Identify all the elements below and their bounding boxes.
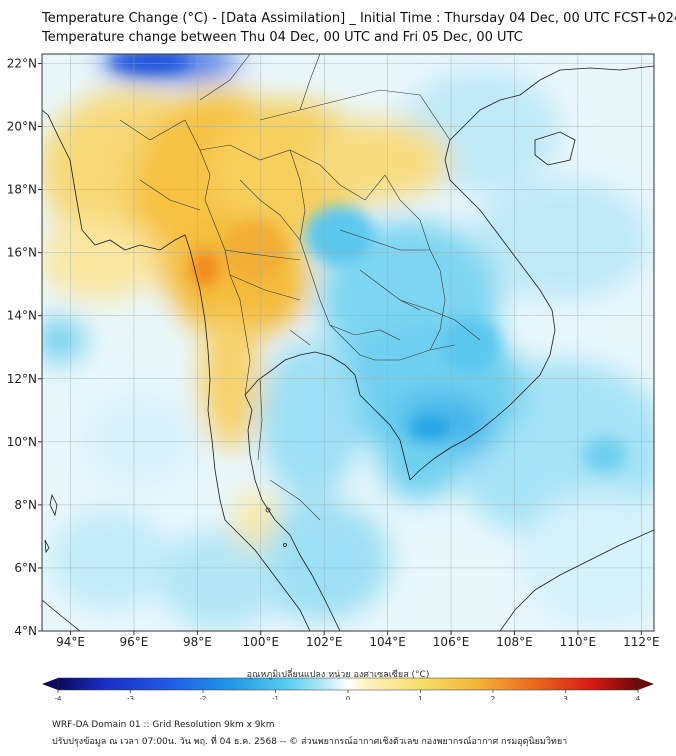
colorbar-max-arrow: [638, 678, 654, 690]
lon-label: 98°E: [183, 635, 212, 649]
lat-label: 22°N: [7, 56, 37, 70]
footer-domain-info: WRF-DA Domain 01 :: Grid Resolution 9km …: [52, 720, 275, 730]
lon-label: 108°E: [496, 635, 533, 649]
lat-label: 4°N: [14, 624, 37, 638]
colorbar-tick-label: 2: [491, 695, 495, 700]
lon-label: 94°E: [56, 635, 85, 649]
map-title: Temperature Change (°C) - [Data Assimila…: [42, 11, 676, 26]
lat-label: 6°N: [14, 561, 37, 575]
map-container: 22°N 20°N 18°N 16°N 14°N 12°N 10°N 8°N 6°N 4°N 94…: [7, 53, 660, 703]
footer-credit: ปรับปรุงข้อมูล ณ เวลา 07:00น. วัน พฤ. ที…: [52, 737, 568, 747]
colorbar-tick-label: 4: [636, 695, 641, 700]
lat-label: 8°N: [14, 498, 37, 512]
lon-axis: 94°E 96°E 98°E 100°E 102°E 104°E 106°E 108°E 110…: [56, 631, 660, 649]
lon-label: 102°E: [306, 635, 343, 649]
colorbar-tick-label: 0: [346, 695, 350, 700]
lat-label: 20°N: [7, 120, 37, 134]
colorbar: -4 -3 -2 -1 0 1 2 3 4: [42, 677, 654, 703]
colorbar-tick-label: 3: [563, 695, 567, 700]
colorbar-tick-label: -4: [55, 695, 63, 700]
lon-label: 106°E: [433, 635, 470, 649]
map-frame: [41, 53, 655, 632]
colorbar-gradient: [58, 678, 638, 690]
map-svg: 22°N 20°N 18°N 16°N 14°N 12°N 10°N 8°N 6°N 4°N 94…: [7, 53, 660, 703]
colorbar-tick-label: 1: [418, 695, 422, 700]
colorbar-ticks: -4 -3 -2 -1 0 1 2 3 4: [55, 690, 641, 703]
map-subtitle: Temperature change between Thu 04 Dec, 0…: [42, 30, 523, 45]
colorbar-tick-label: -1: [272, 695, 279, 700]
lon-label: 112°E: [623, 635, 660, 649]
lat-label: 14°N: [7, 309, 37, 323]
lat-label: 12°N: [7, 372, 37, 386]
colorbar-tick-label: -3: [127, 695, 134, 700]
temperature-field: [42, 54, 654, 631]
lon-label: 110°E: [560, 635, 597, 649]
lat-label: 10°N: [7, 435, 37, 449]
lon-label: 96°E: [120, 635, 149, 649]
admin-borders: [119, 54, 481, 521]
lat-label: 18°N: [7, 183, 37, 197]
lat-axis: 22°N 20°N 18°N 16°N 14°N 12°N 10°N 8°N 6°N 4°N: [7, 56, 42, 638]
colorbar-min-arrow: [42, 678, 58, 690]
coastlines: [42, 65, 654, 631]
lon-label: 100°E: [243, 635, 280, 649]
lat-label: 16°N: [7, 246, 37, 260]
colorbar-label: อุณหภูมิเปลี่ยนแปลง หน่วย องศาเซลเซียส (…: [246, 670, 430, 680]
lon-label: 104°E: [369, 635, 406, 649]
colorbar-tick-label: -2: [200, 695, 207, 700]
